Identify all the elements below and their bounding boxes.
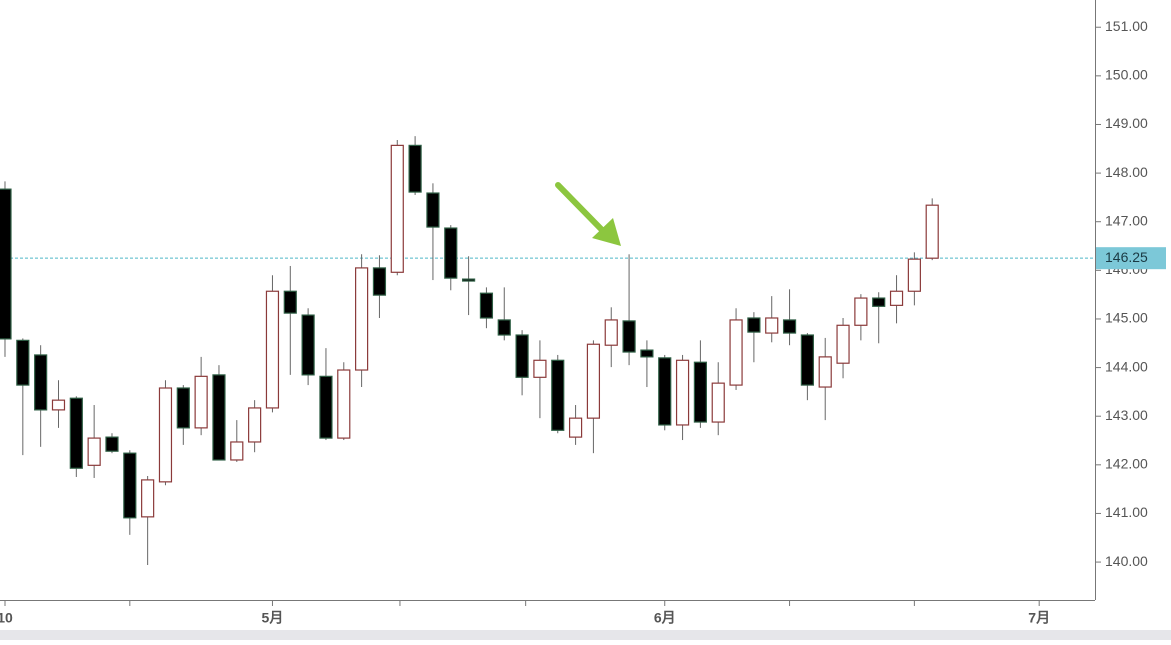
annotation-arrow xyxy=(555,182,621,246)
candle-body xyxy=(479,292,494,319)
candle-body xyxy=(372,267,387,296)
candle-body xyxy=(907,258,921,292)
candle-body xyxy=(426,192,440,228)
x-tick-label: 6月 xyxy=(654,610,676,626)
candle-body xyxy=(158,387,173,483)
candle-body xyxy=(800,334,814,386)
scrollbar[interactable] xyxy=(0,630,1171,640)
candle-body xyxy=(586,343,601,419)
y-tick-label: 143.00 xyxy=(1105,407,1148,423)
candle-body xyxy=(51,399,66,411)
candle-body xyxy=(854,297,868,326)
candle-body xyxy=(675,359,690,426)
candle-body xyxy=(551,359,565,431)
x-tick-label: 5月 xyxy=(262,610,284,626)
candle-body xyxy=(230,441,244,461)
candle-body xyxy=(729,319,743,386)
current-price-box xyxy=(1096,247,1166,270)
candle-body xyxy=(390,144,404,273)
candle-body xyxy=(872,297,886,307)
candle-body xyxy=(818,356,832,388)
candle-body xyxy=(176,387,190,429)
candle-body xyxy=(69,397,83,469)
candle-body xyxy=(301,314,315,376)
y-tick-label: 142.00 xyxy=(1105,456,1148,472)
candle-body xyxy=(622,320,636,353)
candle-body xyxy=(765,317,779,334)
candle-body xyxy=(747,317,761,333)
candle-body xyxy=(194,375,208,429)
candle-body xyxy=(34,354,48,411)
candle-body xyxy=(123,452,137,519)
candle-body xyxy=(212,374,226,461)
candle-body xyxy=(693,361,708,423)
candle-body xyxy=(533,359,547,378)
candle-body xyxy=(141,479,155,518)
candle-body xyxy=(319,375,333,439)
candle-body xyxy=(408,144,422,193)
y-tick-label: 141.00 xyxy=(1105,504,1148,520)
candle-body xyxy=(461,278,476,282)
candle-body xyxy=(640,349,654,358)
y-tick-label: 149.00 xyxy=(1105,115,1148,131)
y-tick-label: 140.00 xyxy=(1105,553,1148,569)
candle-body xyxy=(889,290,904,306)
candle-body xyxy=(568,417,583,438)
x-tick-label: 10 xyxy=(0,610,13,626)
candle-body xyxy=(836,324,850,364)
candle-body xyxy=(604,319,618,346)
candle-body xyxy=(16,339,30,386)
candle-body xyxy=(248,407,262,443)
y-tick-label: 145.00 xyxy=(1105,310,1148,326)
candle-body xyxy=(925,204,939,259)
candle-body xyxy=(711,382,725,423)
candle-body xyxy=(658,357,672,426)
candle-body xyxy=(265,290,280,409)
y-tick-label: 144.00 xyxy=(1105,358,1148,374)
candle-body xyxy=(355,267,369,371)
candle-body xyxy=(337,369,351,439)
x-tick-label: 7月 xyxy=(1028,610,1050,626)
candle-body xyxy=(87,437,101,466)
candle-body xyxy=(515,334,529,378)
candle-body xyxy=(0,188,12,340)
y-tick-label: 151.00 xyxy=(1105,18,1148,34)
candle-body xyxy=(497,319,511,336)
candle-body xyxy=(444,227,458,279)
candle-body xyxy=(105,436,119,452)
candle-body xyxy=(283,290,297,314)
candle-body xyxy=(782,319,797,334)
y-tick-label: 150.00 xyxy=(1105,67,1148,83)
y-tick-label: 147.00 xyxy=(1105,212,1148,228)
current-price-label: 146.25 xyxy=(1105,249,1148,265)
y-tick-label: 148.00 xyxy=(1105,164,1148,180)
